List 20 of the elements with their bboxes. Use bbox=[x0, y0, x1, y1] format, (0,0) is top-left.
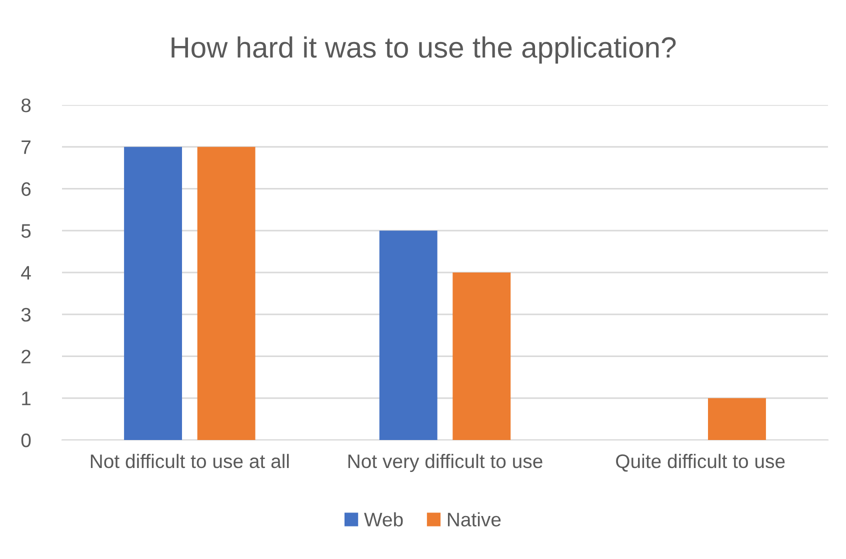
x-tick-label: Not difficult to use at all bbox=[90, 454, 289, 468]
y-tick-label: 1 bbox=[22, 392, 30, 406]
bar bbox=[452, 272, 511, 440]
y-tick-label: 0 bbox=[21, 433, 31, 448]
legend-label: Native bbox=[448, 512, 501, 526]
x-tick-label: Quite difficult to use bbox=[616, 454, 785, 472]
bar bbox=[379, 230, 438, 440]
x-tick-label: Not very difficult to use bbox=[348, 454, 542, 472]
y-tick-label: 2 bbox=[22, 350, 30, 364]
bar bbox=[124, 146, 182, 440]
legend-label: Web bbox=[364, 512, 403, 526]
y-tick-label: 6 bbox=[22, 182, 31, 196]
chart-title: How hard it was to use the application? bbox=[172, 36, 676, 64]
y-tick-label: 7 bbox=[22, 140, 30, 154]
bar bbox=[197, 146, 256, 440]
y-tick-label: 5 bbox=[21, 224, 31, 238]
y-tick-label: 4 bbox=[21, 266, 31, 280]
y-tick-label: 8 bbox=[21, 98, 31, 112]
y-tick-label: 3 bbox=[21, 308, 31, 322]
bar bbox=[708, 398, 766, 440]
